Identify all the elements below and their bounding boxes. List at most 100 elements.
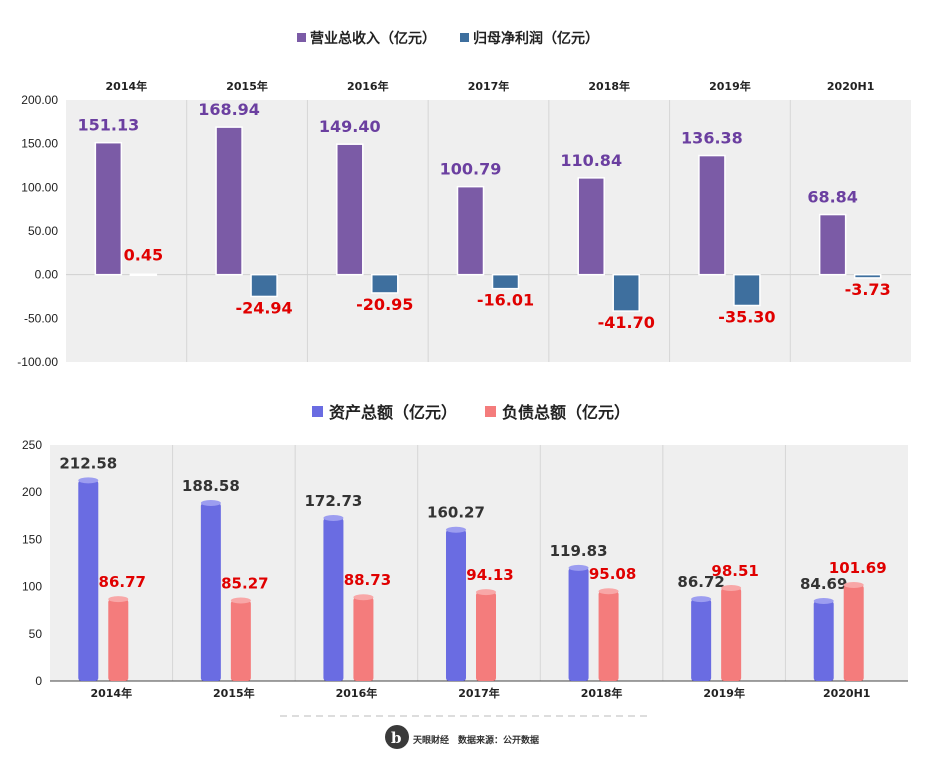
chart1-category-label: 2017年 bbox=[468, 79, 510, 93]
assets-value-label: 160.27 bbox=[427, 504, 485, 522]
footer: b 天眼财经 数据来源：公开数据 bbox=[280, 715, 650, 749]
assets-bar bbox=[568, 567, 589, 681]
chart1-y-tick-label: 100.00 bbox=[21, 180, 58, 194]
assets-bar-cap bbox=[568, 564, 589, 571]
chart2-y-tick-label: 100 bbox=[22, 580, 42, 594]
revenue-bar bbox=[215, 126, 243, 276]
assets-value-label: 84.69 bbox=[800, 575, 847, 593]
profit-value-label: -35.30 bbox=[718, 307, 775, 326]
liabilities-bar-cap bbox=[353, 594, 374, 601]
chart2-y-tick-label: 250 bbox=[22, 438, 42, 452]
data-source: 数据来源：公开数据 bbox=[458, 734, 539, 746]
assets-bar bbox=[78, 480, 99, 681]
assets-bar bbox=[691, 599, 712, 681]
profit-bar bbox=[853, 273, 882, 279]
assets-bar-cap bbox=[691, 596, 712, 603]
chart1-category-label: 2019年 bbox=[709, 79, 751, 93]
revenue-value-label: 68.84 bbox=[807, 188, 858, 207]
revenue-bar bbox=[336, 143, 364, 276]
legend-label-profit: 归母净利润（亿元） bbox=[473, 30, 599, 47]
profit-bar bbox=[129, 273, 158, 277]
chart1-category-label: 2015年 bbox=[226, 79, 268, 93]
profit-bar bbox=[491, 273, 520, 290]
liabilities-value-label: 94.13 bbox=[466, 566, 513, 584]
legend-label-assets: 资产总额（亿元） bbox=[329, 403, 457, 422]
assets-value-label: 212.58 bbox=[59, 454, 117, 472]
profit-value-label: -20.95 bbox=[356, 295, 413, 314]
chart1-category-label: 2014年 bbox=[106, 79, 148, 93]
chart2-category-label: 2014年 bbox=[90, 686, 132, 700]
chart1-y-tick-label: 200.00 bbox=[21, 93, 58, 107]
legend-swatch-profit bbox=[460, 33, 469, 42]
chart1-y-tick-label: 150.00 bbox=[21, 137, 58, 151]
chart2-category-label: 2020H1 bbox=[823, 687, 870, 700]
profit-bar bbox=[371, 273, 399, 294]
liabilities-bar bbox=[598, 591, 619, 681]
chart1-plot: 200.00 150.00 100.00 50.00 0.00 -50.00 -100.00… bbox=[17, 79, 911, 369]
revenue-value-label: 149.40 bbox=[319, 117, 381, 136]
chart2-y-tick-label: 200 bbox=[22, 485, 42, 499]
liabilities-bar-cap bbox=[230, 597, 251, 604]
assets-bar-cap bbox=[323, 514, 344, 521]
chart1-category-label: 2020H1 bbox=[827, 80, 874, 93]
profit-value-label: -24.94 bbox=[235, 298, 292, 317]
chart2-y-tick-label: 0 bbox=[35, 674, 42, 688]
liabilities-bar bbox=[230, 600, 251, 681]
profit-bar bbox=[733, 273, 761, 307]
revenue-value-label: 110.84 bbox=[560, 151, 622, 170]
assets-value-label: 172.73 bbox=[304, 492, 362, 510]
profit-value-label: -3.73 bbox=[845, 280, 891, 299]
liabilities-bar bbox=[353, 597, 374, 681]
chart1-legend: 营业总收入（亿元） 归母净利润（亿元） bbox=[297, 30, 599, 47]
liabilities-bar-cap bbox=[476, 589, 496, 596]
chart1-category-label: 2016年 bbox=[347, 79, 389, 93]
legend-label-liabilities: 负债总额（亿元） bbox=[502, 403, 630, 422]
revenue-value-label: 151.13 bbox=[77, 116, 139, 135]
liabilities-value-label: 86.77 bbox=[99, 573, 146, 591]
profit-bar bbox=[250, 273, 278, 298]
assets-bar bbox=[200, 502, 221, 681]
chart2-category-label: 2016年 bbox=[336, 686, 378, 700]
revenue-bar bbox=[698, 154, 726, 276]
revenue-value-label: 168.94 bbox=[198, 100, 260, 119]
legend-label-revenue: 营业总收入（亿元） bbox=[310, 30, 436, 47]
chart2-y-tick-label: 150 bbox=[22, 532, 42, 546]
brand-name: 天眼财经 bbox=[413, 734, 449, 746]
chart1-y-tick-label: -100.00 bbox=[17, 355, 58, 369]
liabilities-value-label: 98.51 bbox=[711, 562, 758, 580]
legend-swatch-liabilities bbox=[485, 406, 496, 417]
chart2-y-tick-label: 50 bbox=[29, 627, 43, 641]
revenue-value-label: 100.79 bbox=[440, 160, 502, 179]
legend-swatch-assets bbox=[312, 406, 323, 417]
chart1-plot-background bbox=[66, 100, 911, 362]
revenue-bar bbox=[456, 185, 485, 276]
chart1-y-tick-label: 50.00 bbox=[28, 224, 58, 238]
chart2-category-label: 2015年 bbox=[213, 686, 255, 700]
assets-bar-cap bbox=[200, 499, 221, 506]
chart2-category-label: 2018年 bbox=[581, 686, 623, 700]
profit-bar bbox=[612, 273, 640, 312]
liabilities-bar-cap bbox=[843, 582, 864, 589]
assets-value-label: 188.58 bbox=[182, 477, 240, 495]
assets-bar bbox=[813, 601, 834, 681]
assets-bar-cap bbox=[446, 526, 466, 533]
assets-bar bbox=[446, 529, 466, 681]
revenue-value-label: 136.38 bbox=[681, 129, 743, 148]
chart1-category-label: 2018年 bbox=[588, 79, 630, 93]
liabilities-bar bbox=[721, 588, 742, 681]
liabilities-bar-cap bbox=[598, 588, 619, 595]
assets-value-label: 119.83 bbox=[550, 542, 608, 560]
chart2-plot: 250 200 150 100 50 0 2014年 2015年 2016年 2017年 2018年… bbox=[22, 438, 908, 700]
revenue-bar bbox=[94, 141, 123, 276]
chart2-legend: 资产总额（亿元） 负债总额（亿元） bbox=[312, 403, 630, 422]
liabilities-bar bbox=[476, 592, 496, 681]
assets-bar-cap bbox=[78, 477, 99, 484]
profit-value-label: 0.45 bbox=[124, 245, 163, 264]
liabilities-bar-cap bbox=[721, 585, 742, 592]
chart2-category-label: 2019年 bbox=[703, 686, 745, 700]
chart1-y-tick-label: 0.00 bbox=[35, 268, 59, 282]
assets-value-label: 86.72 bbox=[677, 573, 724, 591]
liabilities-bar bbox=[843, 585, 864, 681]
liabilities-value-label: 85.27 bbox=[221, 575, 268, 593]
